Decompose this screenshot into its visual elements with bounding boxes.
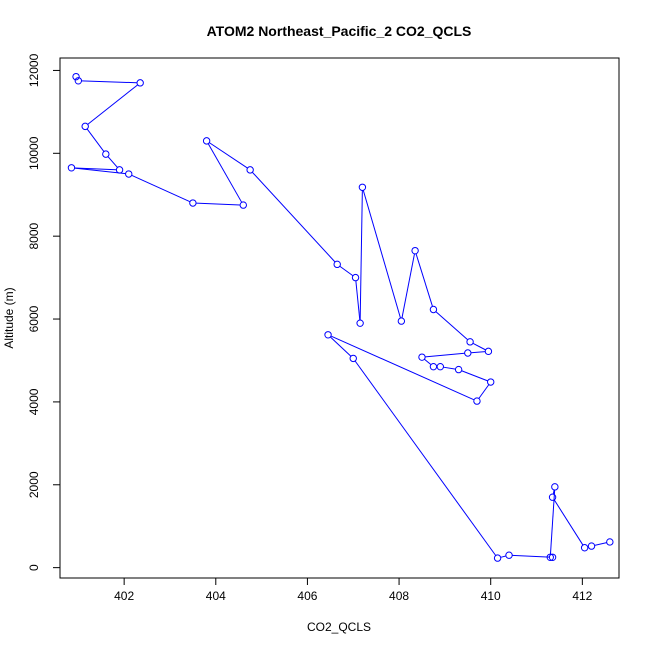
data-point [102, 150, 110, 158]
data-point [74, 77, 83, 85]
data-point [429, 362, 438, 371]
line-segment [415, 253, 433, 307]
y-tick-label: 0 [27, 564, 41, 571]
data-point [454, 365, 463, 374]
data-point [436, 362, 445, 371]
y-axis: 0 2000 4000 6000 8000 10000 12000 [27, 53, 60, 571]
data-point [81, 122, 89, 131]
chart-title: ATOM2 Northeast_Pacific_2 CO2_QCLS [207, 23, 472, 39]
line-segment [251, 171, 336, 263]
line-segment [478, 384, 490, 399]
y-tick-label: 2000 [27, 471, 41, 498]
x-axis-label: CO2_QCLS [307, 620, 371, 634]
line-segment [443, 366, 456, 370]
data-point [349, 354, 357, 363]
line-segment [339, 265, 354, 277]
line-segment [461, 370, 488, 382]
line-segment [209, 142, 248, 169]
data-point [333, 260, 341, 269]
y-tick-label: 12000 [27, 53, 41, 87]
line-segment [107, 156, 118, 168]
data-point [606, 538, 614, 546]
data-points [67, 72, 614, 562]
line-segment [425, 352, 465, 358]
y-axis-label: Altitude (m) [2, 287, 16, 348]
line-segment [86, 128, 105, 152]
data-point [487, 378, 495, 386]
data-point [551, 483, 559, 491]
data-point [125, 170, 133, 178]
data-point [189, 199, 197, 207]
line-segment [512, 554, 550, 558]
x-tick-label: 404 [206, 589, 226, 603]
line-segment [131, 174, 191, 203]
line-segment [359, 190, 363, 320]
data-point [580, 544, 589, 552]
data-point [202, 137, 211, 145]
data-point [473, 397, 481, 405]
data-point [324, 331, 332, 339]
data-point [548, 553, 557, 561]
line-segment [500, 555, 507, 558]
data-point [548, 493, 557, 501]
line-segment [87, 84, 138, 125]
data-point [411, 246, 419, 255]
data-point [246, 166, 254, 174]
line-segment [355, 280, 361, 321]
y-tick-label: 6000 [27, 305, 41, 332]
line-segment [330, 336, 352, 357]
data-line [74, 80, 607, 558]
data-point [356, 319, 364, 327]
data-point [466, 338, 474, 346]
x-tick-label: 410 [481, 589, 501, 603]
data-point [239, 201, 247, 209]
line-segment [196, 202, 241, 206]
line-segment [74, 167, 126, 175]
x-tick-label: 412 [572, 589, 592, 603]
line-segment [74, 167, 117, 171]
line-segment [470, 351, 486, 354]
data-point [397, 317, 406, 325]
data-point [587, 542, 596, 550]
y-tick-label: 8000 [27, 222, 41, 249]
line-segment [435, 311, 469, 341]
plot-frame [59, 57, 620, 579]
data-point [484, 347, 493, 356]
line-segment [594, 542, 607, 546]
line-segment [424, 358, 432, 366]
line-segment [401, 253, 415, 319]
line-segment [330, 335, 475, 401]
data-point [351, 273, 360, 282]
line-segment [553, 499, 584, 546]
data-point [67, 164, 76, 172]
line-segment [207, 143, 243, 203]
data-point [546, 553, 554, 561]
x-axis: 402 404 406 408 410 412 [114, 578, 593, 603]
x-tick-label: 402 [114, 589, 134, 603]
y-tick-label: 4000 [27, 388, 41, 415]
data-point [429, 305, 438, 314]
data-point [418, 353, 426, 361]
data-point [115, 166, 124, 174]
line-segment [549, 490, 556, 555]
data-point [136, 79, 144, 87]
y-tick-label: 10000 [27, 136, 41, 170]
x-tick-label: 406 [297, 589, 317, 603]
line-segment [81, 80, 138, 84]
line-segment [354, 360, 497, 556]
data-point [358, 183, 367, 191]
data-point [493, 554, 502, 562]
line-segment [472, 342, 486, 351]
line-segment [362, 190, 401, 319]
line-segment [552, 489, 555, 495]
data-point [505, 551, 513, 559]
data-point [464, 349, 472, 357]
data-point [72, 72, 80, 81]
x-tick-label: 408 [389, 589, 409, 603]
